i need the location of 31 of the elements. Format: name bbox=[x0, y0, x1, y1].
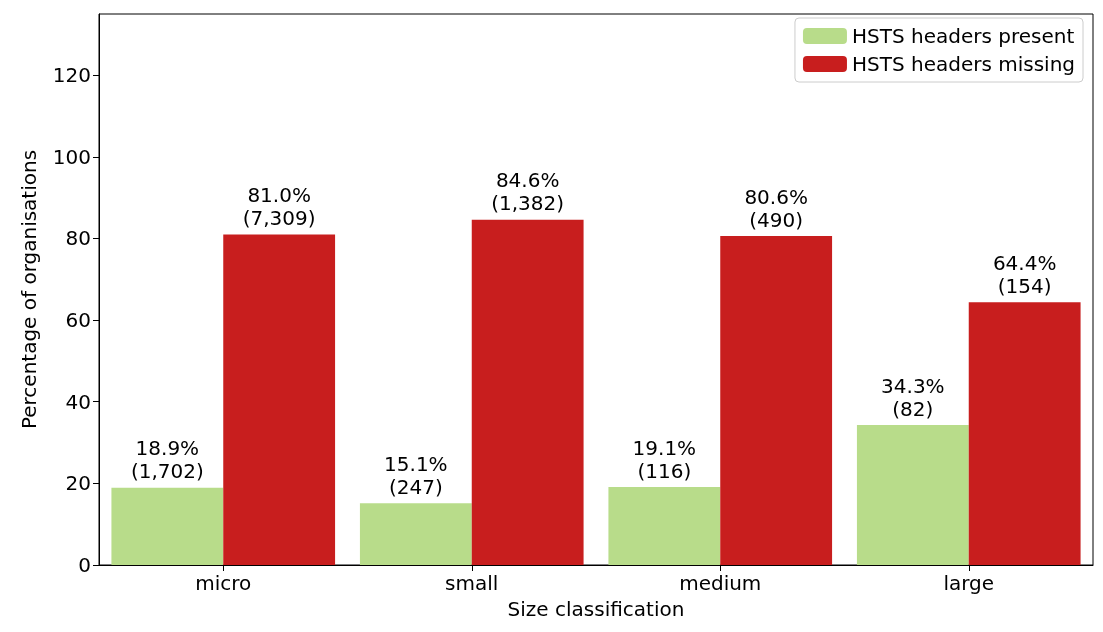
x-tick-label: small bbox=[445, 571, 499, 595]
bar bbox=[111, 487, 224, 565]
data-label: 34.3% (82) bbox=[881, 373, 945, 421]
y-tick-label: 120 bbox=[52, 63, 91, 88]
data-label: 81.0% (7,309) bbox=[242, 182, 316, 230]
bar bbox=[856, 425, 969, 565]
y-tick-label: 100 bbox=[52, 144, 91, 169]
y-tick-label: 80 bbox=[65, 226, 91, 251]
bar bbox=[720, 236, 833, 565]
x-axis-title: Size classification bbox=[507, 597, 685, 621]
data-label: 15.1% (247) bbox=[384, 451, 448, 499]
y-tick-label: 0 bbox=[78, 553, 91, 577]
data-label: 64.4% (154) bbox=[992, 250, 1057, 298]
x-tick-label: large bbox=[943, 571, 995, 595]
bar bbox=[471, 219, 584, 565]
y-tick-label: 40 bbox=[65, 389, 91, 414]
data-label: 84.6% (1,382) bbox=[491, 168, 565, 216]
x-tick-label: micro bbox=[195, 571, 252, 595]
x-tick-label: medium bbox=[679, 571, 762, 595]
bar bbox=[223, 234, 336, 565]
y-axis-title: Percentage of organisations bbox=[17, 149, 41, 430]
y-tick-label: 20 bbox=[65, 471, 91, 496]
y-tick-label: 60 bbox=[65, 308, 91, 333]
data-label: 19.1% (116) bbox=[632, 435, 697, 483]
bar bbox=[968, 302, 1081, 565]
data-label: 18.9% (1,702) bbox=[130, 436, 204, 484]
data-label: 80.6% (490) bbox=[744, 184, 808, 232]
bar bbox=[359, 503, 472, 565]
bar bbox=[608, 487, 721, 565]
legend-label: HSTS headers missing bbox=[851, 52, 1075, 76]
legend-label: HSTS headers present bbox=[851, 24, 1075, 48]
